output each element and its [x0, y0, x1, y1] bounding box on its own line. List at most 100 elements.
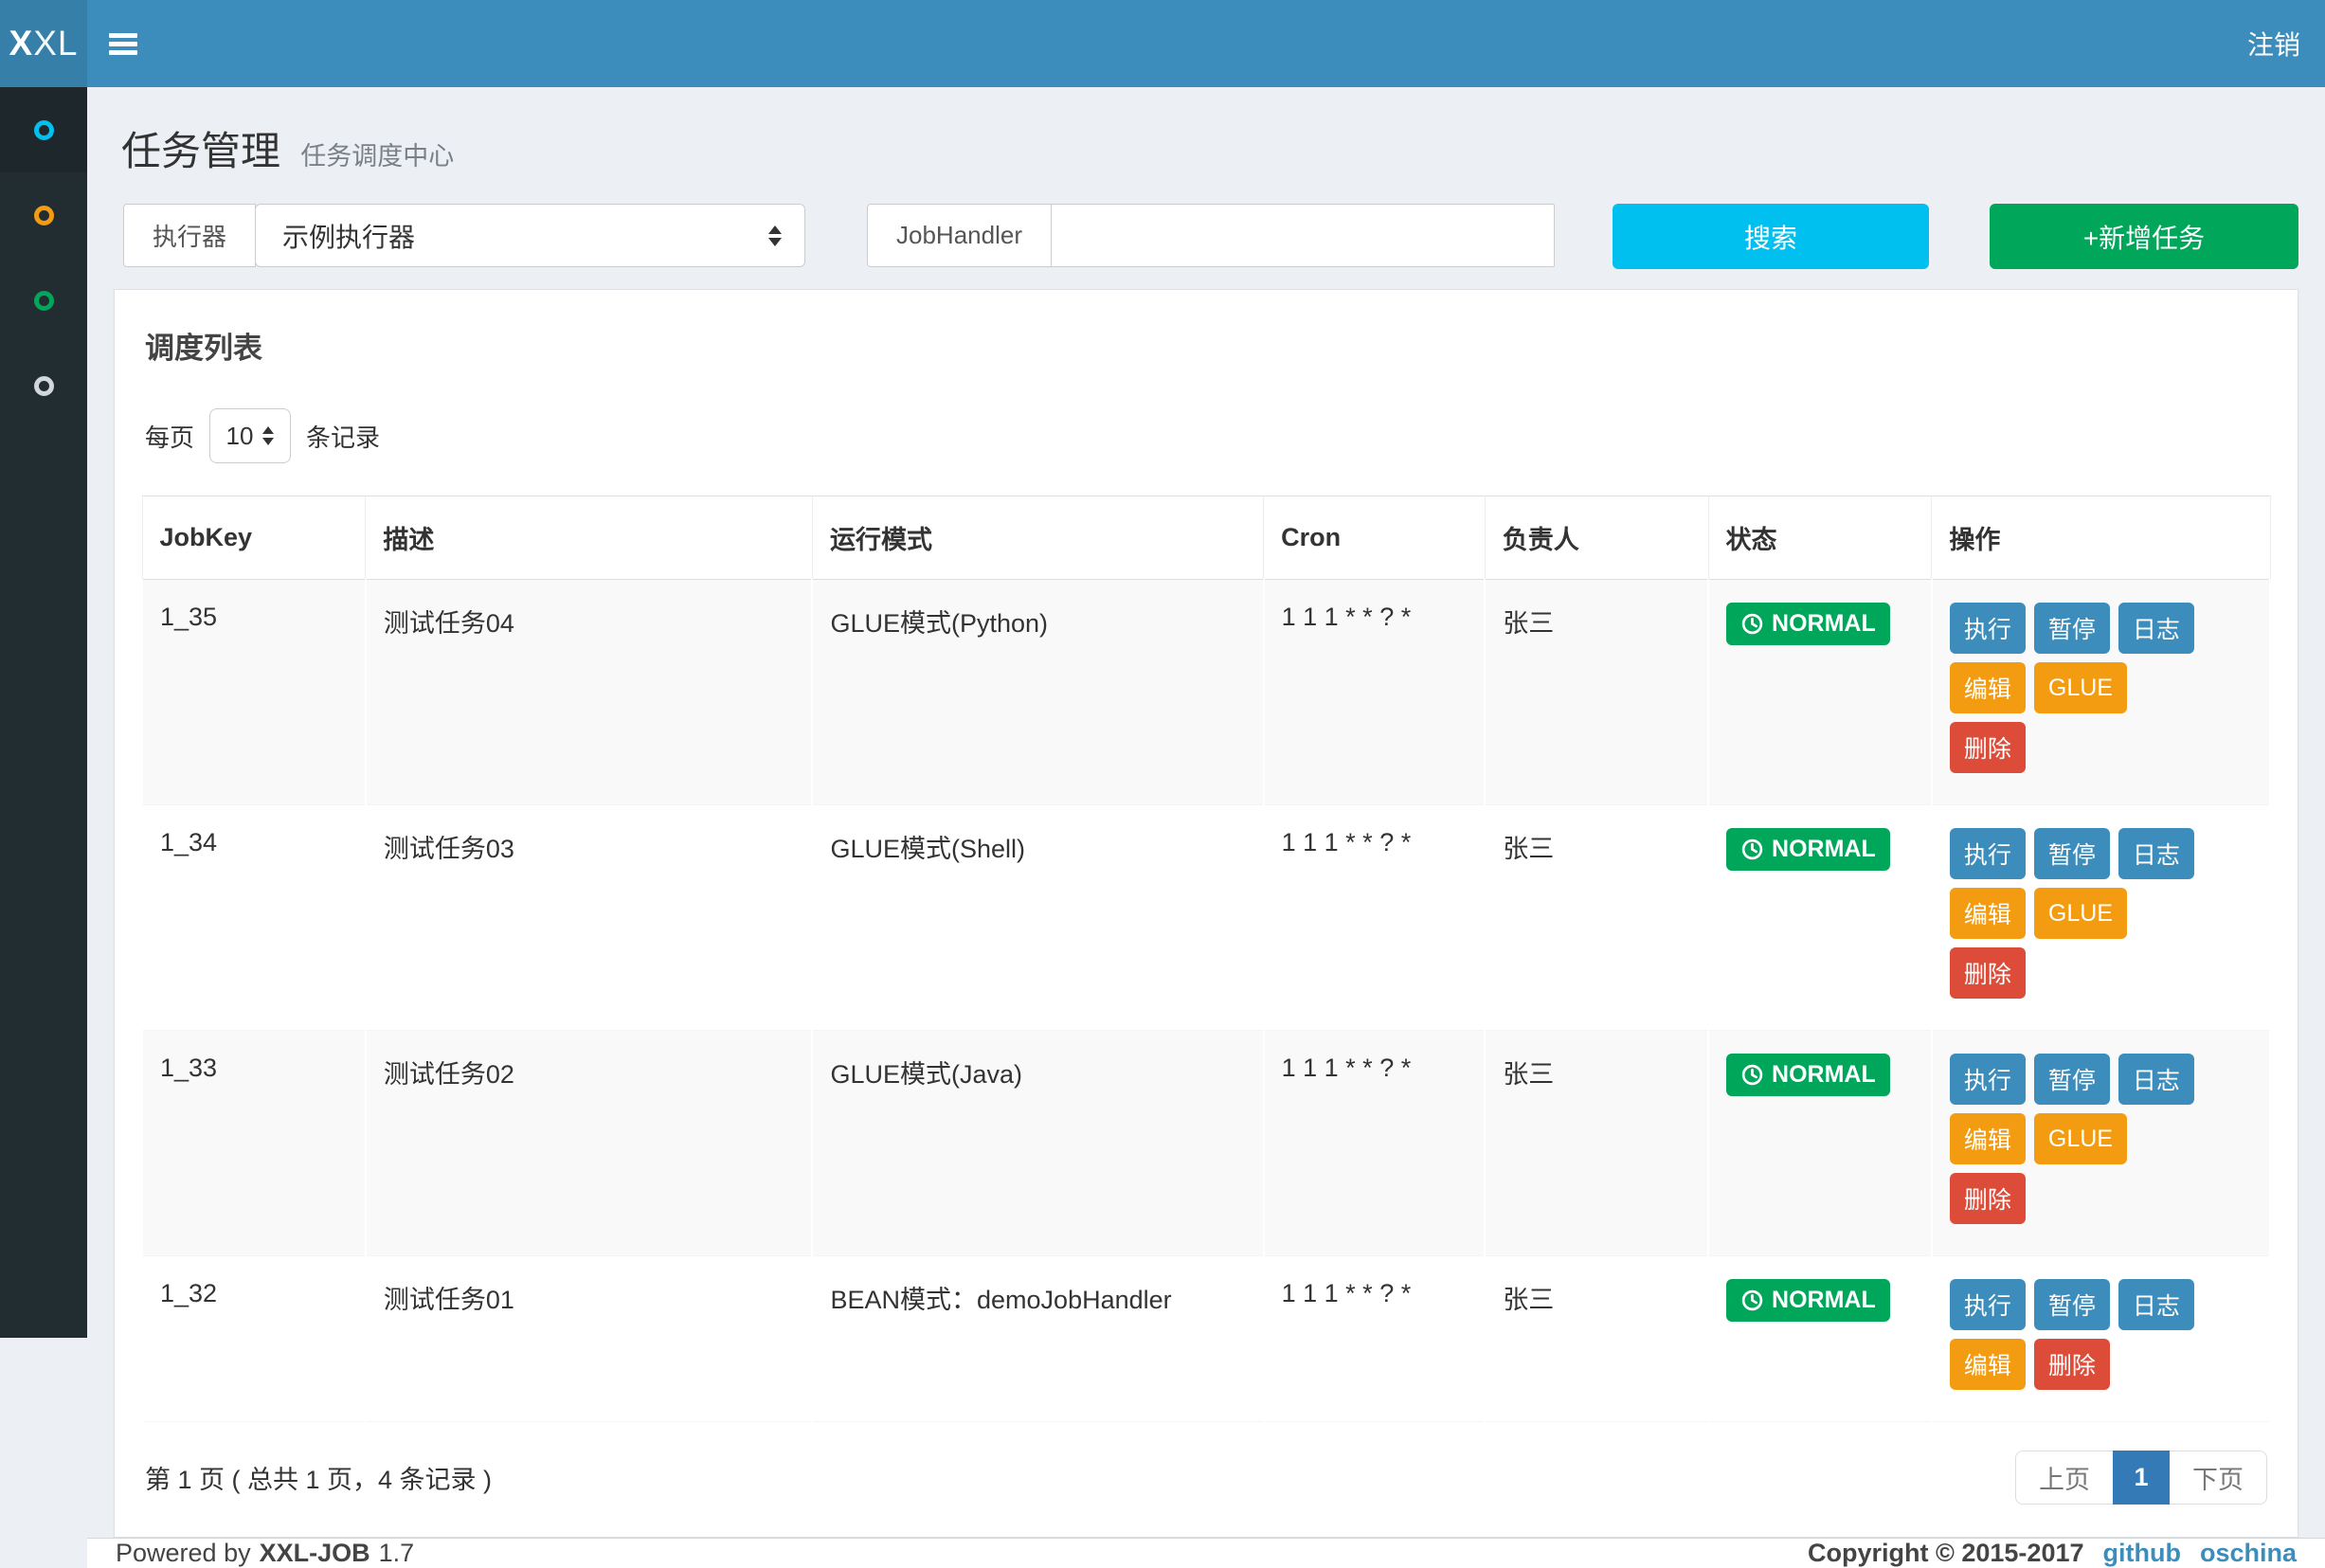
pause-button[interactable]: 暂停 — [2033, 1279, 2110, 1330]
edit-button[interactable]: 编辑 — [1949, 888, 2026, 939]
col-cron[interactable]: Cron — [1263, 496, 1486, 580]
glue-button[interactable]: GLUE — [2033, 662, 2127, 713]
copyright-text: Copyright © 2015-2017 — [1807, 1539, 2084, 1567]
brand-version: 1.7 — [378, 1539, 415, 1567]
pause-button[interactable]: 暂停 — [2033, 603, 2110, 654]
circle-icon — [33, 290, 54, 311]
log-button[interactable]: 日志 — [2118, 1054, 2194, 1105]
page-header: 任务管理 任务调度中心 — [114, 87, 2298, 200]
oschina-link[interactable]: oschina — [2199, 1539, 2297, 1567]
run-button[interactable]: 执行 — [1949, 603, 2026, 654]
glue-button[interactable]: GLUE — [2033, 1113, 2127, 1164]
cell-mode: GLUE模式(Python) — [811, 579, 1265, 805]
action-buttons: 执行 暂停 日志 编辑 GLUE 删除 — [1949, 828, 2206, 1007]
powered-by: Powered by XXL-JOB 1.7 — [116, 1539, 414, 1568]
executor-select[interactable]: 示例执行器 — [255, 204, 805, 267]
per-page-select[interactable]: 10 — [209, 408, 292, 463]
cell-owner: 张三 — [1484, 579, 1710, 805]
log-button[interactable]: 日志 — [2118, 828, 2194, 879]
log-button[interactable]: 日志 — [2118, 603, 2194, 654]
pager: 上页 1 下页 — [2015, 1451, 2267, 1505]
cell-jobkey: 1_33 — [141, 1030, 367, 1256]
table-header-row: JobKey 描述 运行模式 Cron 负责人 状态 操作 — [141, 496, 2271, 580]
delete-button[interactable]: 删除 — [1949, 722, 2026, 773]
logout-link[interactable]: 注销 — [2246, 30, 2300, 60]
log-button[interactable]: 日志 — [2118, 1279, 2194, 1330]
jobs-table: JobKey 描述 运行模式 Cron 负责人 状态 操作 1_35 测试任务0… — [141, 496, 2272, 1422]
main-area: 任务管理 任务调度中心 执行器 示例执行器 JobHandler 搜索 +新增任… — [87, 87, 2325, 1568]
edit-button[interactable]: 编辑 — [1949, 1113, 2026, 1164]
col-mode[interactable]: 运行模式 — [811, 496, 1265, 580]
cell-mode: GLUE模式(Java) — [811, 1030, 1265, 1256]
content-area: 任务管理 任务调度中心 执行器 示例执行器 JobHandler 搜索 +新增任… — [87, 87, 2325, 1538]
per-page-control: 每页 10 条记录 — [141, 408, 2271, 463]
action-buttons: 执行 暂停 日志 编辑 GLUE 删除 — [1949, 1054, 2206, 1233]
edit-button[interactable]: 编辑 — [1949, 1339, 2026, 1390]
sidebar-item-3[interactable] — [0, 258, 87, 343]
circle-icon — [33, 119, 54, 140]
prev-page-button[interactable]: 上页 — [2015, 1451, 2113, 1505]
per-page-suffix: 条记录 — [306, 423, 381, 452]
status-label: NORMAL — [1772, 836, 1876, 862]
sidebar-item-4[interactable] — [0, 343, 87, 428]
col-desc[interactable]: 描述 — [365, 496, 813, 580]
add-job-button[interactable]: +新增任务 — [1990, 204, 2298, 269]
col-owner[interactable]: 负责人 — [1484, 496, 1709, 580]
pagination-bar: 第 1 页 ( 总共 1 页，4 条记录 ) 上页 1 下页 — [141, 1451, 2271, 1505]
schedule-list-panel: 调度列表 每页 10 条记录 JobKey 描述 运 — [114, 289, 2298, 1538]
executor-label: 执行器 — [123, 204, 257, 267]
cell-cron: 1 1 1 * * ? * — [1262, 579, 1487, 805]
jobhandler-label: JobHandler — [867, 204, 1052, 267]
github-link[interactable]: github — [2102, 1539, 2181, 1567]
jobhandler-input[interactable] — [1051, 204, 1555, 267]
cell-cron: 1 1 1 * * ? * — [1262, 1030, 1487, 1256]
delete-button[interactable]: 删除 — [2033, 1339, 2110, 1390]
glue-button[interactable]: GLUE — [2033, 888, 2127, 939]
delete-button[interactable]: 删除 — [1949, 1173, 2026, 1224]
status-badge: NORMAL — [1726, 828, 1890, 871]
run-button[interactable]: 执行 — [1949, 1054, 2026, 1105]
brand-name: XXL-JOB — [259, 1539, 370, 1567]
hamburger-icon — [109, 29, 137, 59]
cell-status: NORMAL — [1707, 1030, 1933, 1256]
top-navbar: X XL 注销 — [0, 0, 2325, 87]
cell-desc: 测试任务02 — [364, 1030, 814, 1256]
cell-desc: 测试任务03 — [364, 804, 814, 1031]
run-button[interactable]: 执行 — [1949, 828, 2026, 879]
delete-button[interactable]: 删除 — [1949, 947, 2026, 999]
col-jobkey[interactable]: JobKey — [141, 496, 367, 580]
action-buttons: 执行 暂停 日志 编辑 删除 — [1949, 1279, 2206, 1398]
executor-select-value: 示例执行器 — [282, 222, 416, 252]
col-status[interactable]: 状态 — [1707, 496, 1933, 580]
page-1-button[interactable]: 1 — [2113, 1451, 2170, 1505]
cell-desc: 测试任务04 — [364, 579, 814, 805]
status-label: NORMAL — [1772, 1287, 1876, 1313]
cell-cron: 1 1 1 * * ? * — [1262, 1255, 1487, 1422]
edit-button[interactable]: 编辑 — [1949, 662, 2026, 713]
table-row: 1_32 测试任务01 BEAN模式：demoJobHandler 1 1 1 … — [141, 1255, 2272, 1422]
table-row: 1_33 测试任务02 GLUE模式(Java) 1 1 1 * * ? * 张… — [141, 1030, 2272, 1256]
cell-owner: 张三 — [1484, 1030, 1710, 1256]
search-button[interactable]: 搜索 — [1613, 204, 1929, 269]
col-actions[interactable]: 操作 — [1931, 496, 2271, 580]
pause-button[interactable]: 暂停 — [2033, 1054, 2110, 1105]
run-button[interactable]: 执行 — [1949, 1279, 2026, 1330]
circle-icon — [33, 205, 54, 225]
sidebar-item-1[interactable] — [0, 87, 87, 172]
cell-status: NORMAL — [1707, 579, 1933, 805]
table-row: 1_35 测试任务04 GLUE模式(Python) 1 1 1 * * ? *… — [141, 579, 2272, 805]
sidebar-item-2[interactable] — [0, 172, 87, 258]
cell-actions: 执行 暂停 日志 编辑 GLUE 删除 — [1930, 579, 2272, 805]
select-arrows-icon — [768, 225, 782, 246]
cell-owner: 张三 — [1484, 804, 1710, 1031]
status-label: NORMAL — [1772, 610, 1876, 637]
cell-actions: 执行 暂停 日志 编辑 删除 — [1930, 1255, 2272, 1422]
next-page-button[interactable]: 下页 — [2170, 1451, 2267, 1505]
per-page-prefix: 每页 — [145, 423, 195, 452]
pause-button[interactable]: 暂停 — [2033, 828, 2110, 879]
status-badge: NORMAL — [1726, 1054, 1890, 1096]
logo-text-light: XL — [33, 24, 79, 63]
app-logo[interactable]: X XL — [0, 0, 87, 87]
sidebar-toggle-button[interactable] — [87, 0, 159, 87]
cell-jobkey: 1_35 — [141, 579, 367, 805]
